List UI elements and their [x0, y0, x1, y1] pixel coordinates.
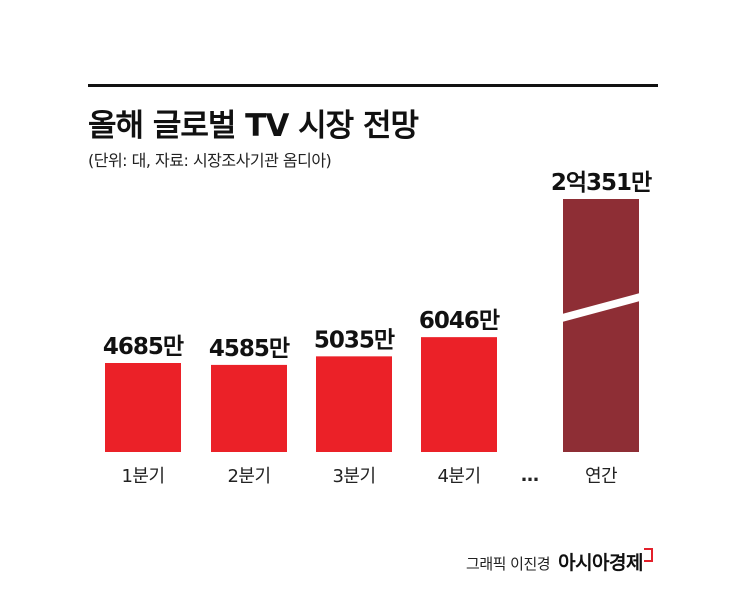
top-rule	[88, 84, 658, 87]
bar-5	[563, 199, 639, 452]
ellipsis-label: …	[521, 465, 539, 486]
bar-3	[316, 356, 392, 452]
credit-line: 그래픽 이진경 아시아경제	[466, 548, 653, 575]
data-label-3: 5035만	[314, 327, 395, 353]
logo-mark-icon	[644, 548, 653, 562]
chart-subtitle: (단위: 대, 자료: 시장조사기관 옴디아)	[88, 151, 332, 170]
category-label-2: 2분기	[227, 466, 270, 487]
category-label-3: 3분기	[332, 466, 375, 487]
data-label-1: 4685만	[103, 334, 184, 360]
data-label-2: 4585만	[209, 336, 290, 362]
bar-4	[421, 337, 497, 452]
chart-title: 올해 글로벌 TV 시장 전망	[88, 108, 419, 144]
data-label-4: 6046만	[419, 308, 500, 334]
bar-1	[105, 363, 181, 452]
graphic-credit: 그래픽 이진경	[466, 555, 551, 573]
data-label-5: 2억351만	[551, 170, 652, 196]
category-label-4: 4분기	[437, 466, 480, 487]
axis-break-mark	[562, 293, 640, 322]
category-label-5: 연간	[585, 466, 617, 487]
category-label-1: 1분기	[121, 466, 164, 487]
bar-2	[211, 364, 287, 452]
publisher-logo: 아시아경제	[558, 548, 653, 575]
